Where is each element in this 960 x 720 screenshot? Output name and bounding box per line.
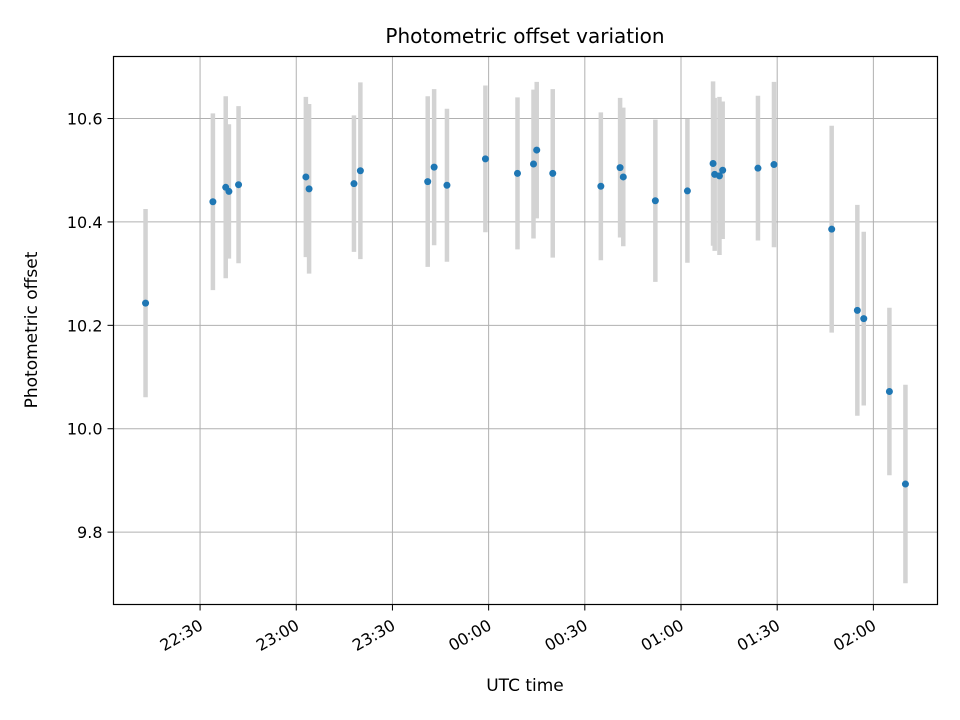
data-point [719, 166, 727, 174]
y-tick-label: 10.4 [67, 213, 103, 232]
data-point [597, 182, 605, 190]
data-point [619, 173, 627, 181]
y-tick-label: 10.6 [67, 110, 103, 129]
data-point [481, 155, 489, 163]
data-point [350, 180, 358, 188]
data-point [209, 198, 217, 206]
data-point [430, 163, 438, 171]
data-point [530, 160, 538, 168]
data-point [828, 225, 836, 233]
data-point [443, 181, 451, 189]
y-tick-label: 10.0 [67, 420, 103, 439]
data-point [356, 167, 364, 175]
data-point [616, 164, 624, 172]
data-point [770, 161, 778, 169]
y-axis-label: Photometric offset [22, 251, 42, 408]
grid [113, 56, 938, 605]
data-point [302, 173, 310, 181]
y-tick-label: 10.2 [67, 316, 103, 335]
plot-frame [112, 55, 939, 606]
data-point [424, 178, 432, 186]
data-point [683, 187, 691, 195]
y-axis-ticks: 9.8 10.0 10.2 10.4 10.6 [67, 110, 114, 542]
data-point [235, 181, 243, 189]
data-point [860, 315, 868, 323]
data-point [901, 480, 909, 488]
data-point [142, 299, 150, 307]
data-point [754, 164, 762, 172]
data-point [549, 169, 557, 177]
data-point [305, 185, 313, 193]
data-point [651, 197, 659, 205]
data-point [885, 388, 893, 396]
data-point [715, 172, 723, 180]
x-axis-label: UTC time [486, 676, 564, 696]
data-point [513, 169, 521, 177]
data-points [142, 146, 909, 488]
data-point [225, 187, 233, 195]
chart-title: Photometric offset variation [385, 24, 664, 48]
y-tick-label: 9.8 [77, 523, 102, 542]
data-point [709, 160, 717, 168]
data-point [533, 146, 541, 154]
data-point [853, 306, 861, 314]
